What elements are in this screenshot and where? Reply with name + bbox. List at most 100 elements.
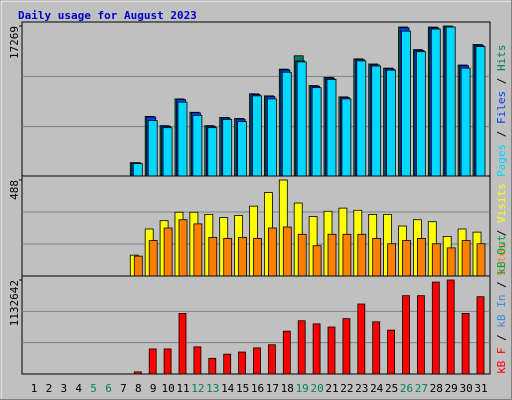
bar [416, 295, 425, 375]
x-tick-label: 31 [474, 382, 487, 395]
legend-entry: Visits [495, 183, 508, 223]
legend-separator: / [495, 223, 508, 243]
bar [431, 243, 441, 277]
x-tick-label: 25 [385, 382, 398, 395]
bar [356, 60, 367, 178]
bar [177, 101, 188, 178]
x-tick-label: 4 [75, 382, 82, 395]
bar [193, 223, 203, 277]
bar [327, 326, 336, 375]
bar [222, 119, 233, 178]
x-tick-label: 17 [266, 382, 279, 395]
bar [193, 346, 202, 375]
bar [401, 30, 411, 178]
x-tick-label: 8 [135, 382, 142, 395]
bar [461, 313, 470, 375]
bar [297, 233, 307, 277]
bar [402, 295, 410, 375]
bar [192, 114, 203, 178]
legend-entry: kB F [495, 348, 508, 375]
bar [208, 357, 217, 375]
legend: kB F / kB In / kB Out [495, 235, 508, 374]
x-tick-label: 23 [355, 382, 368, 395]
bar [446, 279, 455, 375]
bar [445, 26, 456, 178]
bar [402, 240, 411, 277]
legend-separator: / [495, 275, 508, 295]
bar [327, 233, 337, 277]
bar [296, 61, 307, 178]
bar [431, 281, 440, 375]
bar [223, 238, 233, 277]
bar [238, 237, 248, 277]
x-tick-label: 1 [31, 382, 38, 395]
legend: Pages / Files / Hits [495, 45, 508, 178]
x-tick-label: 6 [105, 382, 112, 395]
x-tick-label: 7 [120, 382, 127, 395]
bar [133, 255, 143, 277]
bar [416, 238, 426, 277]
x-tick-label: 13 [206, 382, 219, 395]
bar [253, 238, 262, 277]
bar [357, 233, 367, 277]
bar [446, 247, 456, 277]
bar [476, 243, 486, 277]
x-tick-label: 30 [459, 382, 472, 395]
bar [162, 127, 173, 178]
bar [163, 227, 173, 277]
bar [266, 98, 277, 178]
legend-separator: / [495, 124, 508, 144]
bar [311, 87, 322, 178]
x-tick-label: 29 [445, 382, 458, 395]
bar [282, 226, 292, 277]
y-tick-label: 17269 [8, 26, 21, 59]
bar [312, 245, 322, 277]
x-tick-label: 5 [90, 382, 97, 395]
bar [357, 303, 366, 375]
bar [252, 95, 262, 178]
legend: Sites / Visits [495, 183, 508, 276]
x-tick-label: 27 [415, 382, 428, 395]
bar [342, 233, 352, 277]
x-tick-label: 16 [251, 382, 264, 395]
bar [208, 237, 218, 277]
y-tick-label: 1132642 [8, 280, 21, 326]
bar [132, 163, 143, 178]
bar [253, 347, 261, 375]
x-tick-label: 11 [176, 382, 189, 395]
bar [238, 351, 247, 375]
bar [178, 313, 187, 375]
bar [372, 238, 382, 277]
bar [415, 51, 426, 178]
bar [341, 98, 352, 178]
bar [475, 46, 486, 178]
x-tick-label: 19 [296, 382, 309, 395]
x-tick-label: 14 [221, 382, 235, 395]
x-tick-label: 3 [60, 382, 67, 395]
bar [282, 330, 291, 375]
x-tick-label: 28 [430, 382, 443, 395]
bar [297, 320, 306, 375]
bar [207, 127, 218, 178]
x-tick-label: 9 [150, 382, 157, 395]
x-tick-label: 10 [161, 382, 174, 395]
bar [267, 227, 277, 277]
x-tick-label: 15 [236, 382, 249, 395]
bar [461, 240, 471, 277]
legend-entry: Hits [495, 45, 508, 72]
legend-separator: / [495, 328, 508, 348]
legend-separator: / [495, 71, 508, 91]
bar [281, 71, 292, 178]
bar [326, 79, 337, 178]
y-tick-label: 488 [8, 180, 21, 200]
bar [163, 348, 172, 375]
bar [387, 243, 397, 277]
bar [387, 329, 396, 375]
bar [223, 353, 232, 375]
x-tick-label: 12 [191, 382, 204, 395]
bar [178, 219, 188, 277]
legend-entry: kB Out [495, 235, 508, 275]
bar [430, 28, 441, 178]
bar [147, 120, 158, 178]
